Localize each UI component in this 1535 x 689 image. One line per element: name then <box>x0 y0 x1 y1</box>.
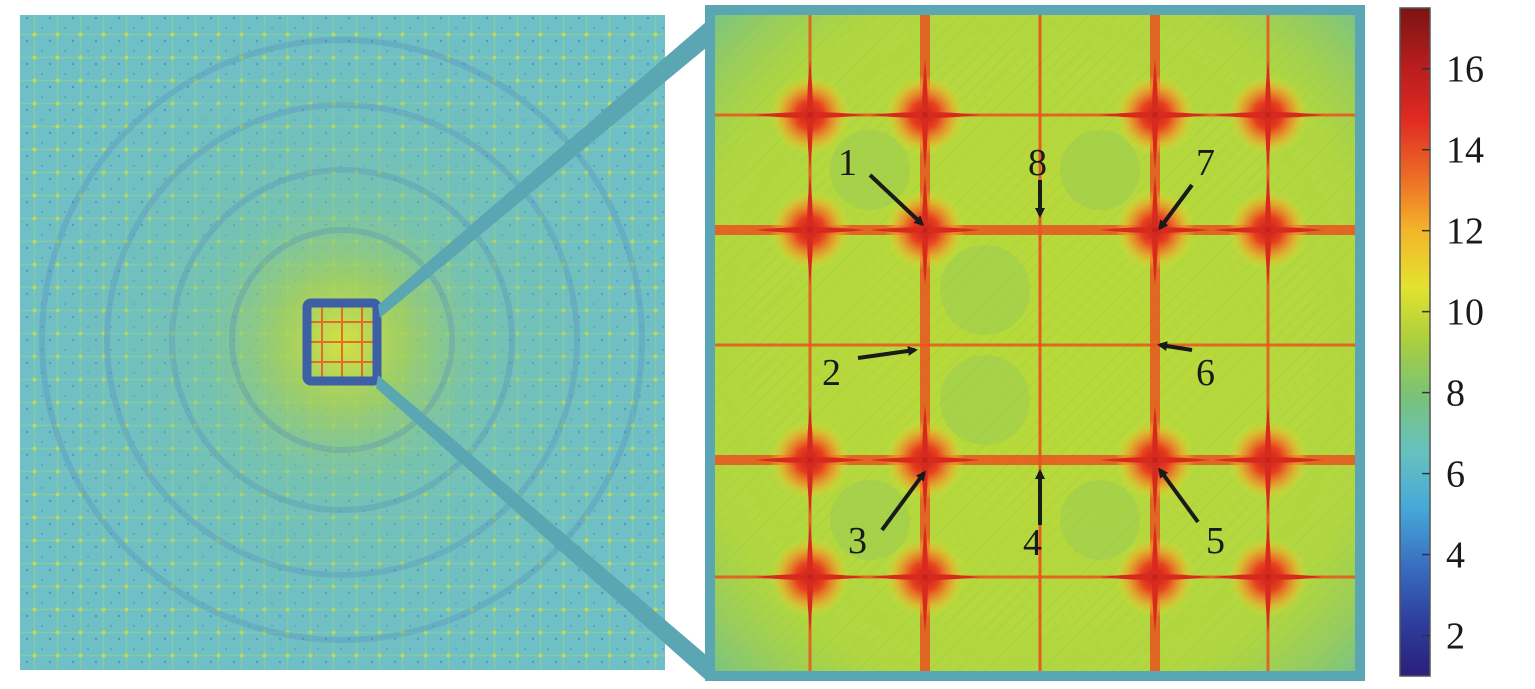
colorbar-tick-label: 2 <box>1446 616 1465 658</box>
arrow-7 <box>1158 183 1194 231</box>
arrow-3 <box>880 470 926 532</box>
full-view-panel <box>20 15 665 670</box>
zoom-intersection <box>1228 190 1308 270</box>
zoom-intersection-star <box>1100 405 1210 515</box>
point-label-2: 2 <box>822 352 841 394</box>
zoom-intersection-star <box>870 60 980 170</box>
zoom-intersection-star <box>1213 60 1323 170</box>
colorbar-tick-label: 16 <box>1446 49 1484 91</box>
colorbar-tick-label: 12 <box>1446 211 1484 253</box>
colorbar: 2 4 6 8 10 12 14 16 <box>1399 7 1484 677</box>
zoom-intersection <box>1228 75 1308 155</box>
zoom-intersection <box>885 537 965 617</box>
zoom-intersection-star <box>1213 175 1323 285</box>
point-label-4: 4 <box>1023 522 1042 564</box>
zoom-intersection <box>885 420 965 500</box>
arrow-2 <box>857 346 918 360</box>
point-label-6: 6 <box>1196 352 1215 394</box>
zoom-intersection-star <box>755 405 865 515</box>
zoom-intersection-star <box>870 175 980 285</box>
zoom-intersection <box>1228 537 1308 617</box>
colorbar-tick-label: 4 <box>1446 535 1465 577</box>
zoom-intersection-star <box>1100 522 1210 632</box>
point-label-7: 7 <box>1196 142 1215 184</box>
zoom-intersection <box>770 75 850 155</box>
point-label-5: 5 <box>1206 520 1225 562</box>
zoom-intersection-star <box>870 405 980 515</box>
zoomed-view-panel <box>705 5 1365 681</box>
colorbar-scale <box>1399 7 1431 677</box>
zoom-intersection <box>1115 537 1195 617</box>
zoom-intersection <box>770 420 850 500</box>
zoom-intersection <box>1115 75 1195 155</box>
arrow-5 <box>1158 467 1200 524</box>
zoom-intersection-star <box>1213 522 1323 632</box>
zoom-intersection-star <box>1100 60 1210 170</box>
point-label-8: 8 <box>1028 142 1047 184</box>
zoom-connector <box>376 22 718 680</box>
arrow-6 <box>1157 341 1193 352</box>
zoom-intersection <box>885 75 965 155</box>
point-label-3: 3 <box>848 520 867 562</box>
zoom-intersection <box>770 537 850 617</box>
zoom-intersection-star <box>1213 405 1323 515</box>
highlight-box <box>302 298 382 386</box>
annotations: 1 2 3 4 5 6 7 8 <box>822 142 1225 564</box>
zoom-intersection-star <box>755 60 865 170</box>
zoom-intersection-star <box>755 175 865 285</box>
arrow-1 <box>868 173 925 227</box>
zoom-intersection <box>770 190 850 270</box>
colorbar-tick-label: 10 <box>1446 292 1484 334</box>
zoom-intersection-star <box>870 522 980 632</box>
point-label-1: 1 <box>838 142 857 184</box>
zoom-intersection-star <box>1100 175 1210 285</box>
colorbar-tick-label: 8 <box>1446 373 1465 415</box>
zoom-intersection <box>1115 420 1195 500</box>
zoom-frame <box>705 5 1365 681</box>
colorbar-tick-label: 14 <box>1446 130 1484 172</box>
zoom-intersection <box>1228 420 1308 500</box>
colorbar-tick-label: 6 <box>1446 454 1465 496</box>
zoom-intersection-star <box>755 522 865 632</box>
